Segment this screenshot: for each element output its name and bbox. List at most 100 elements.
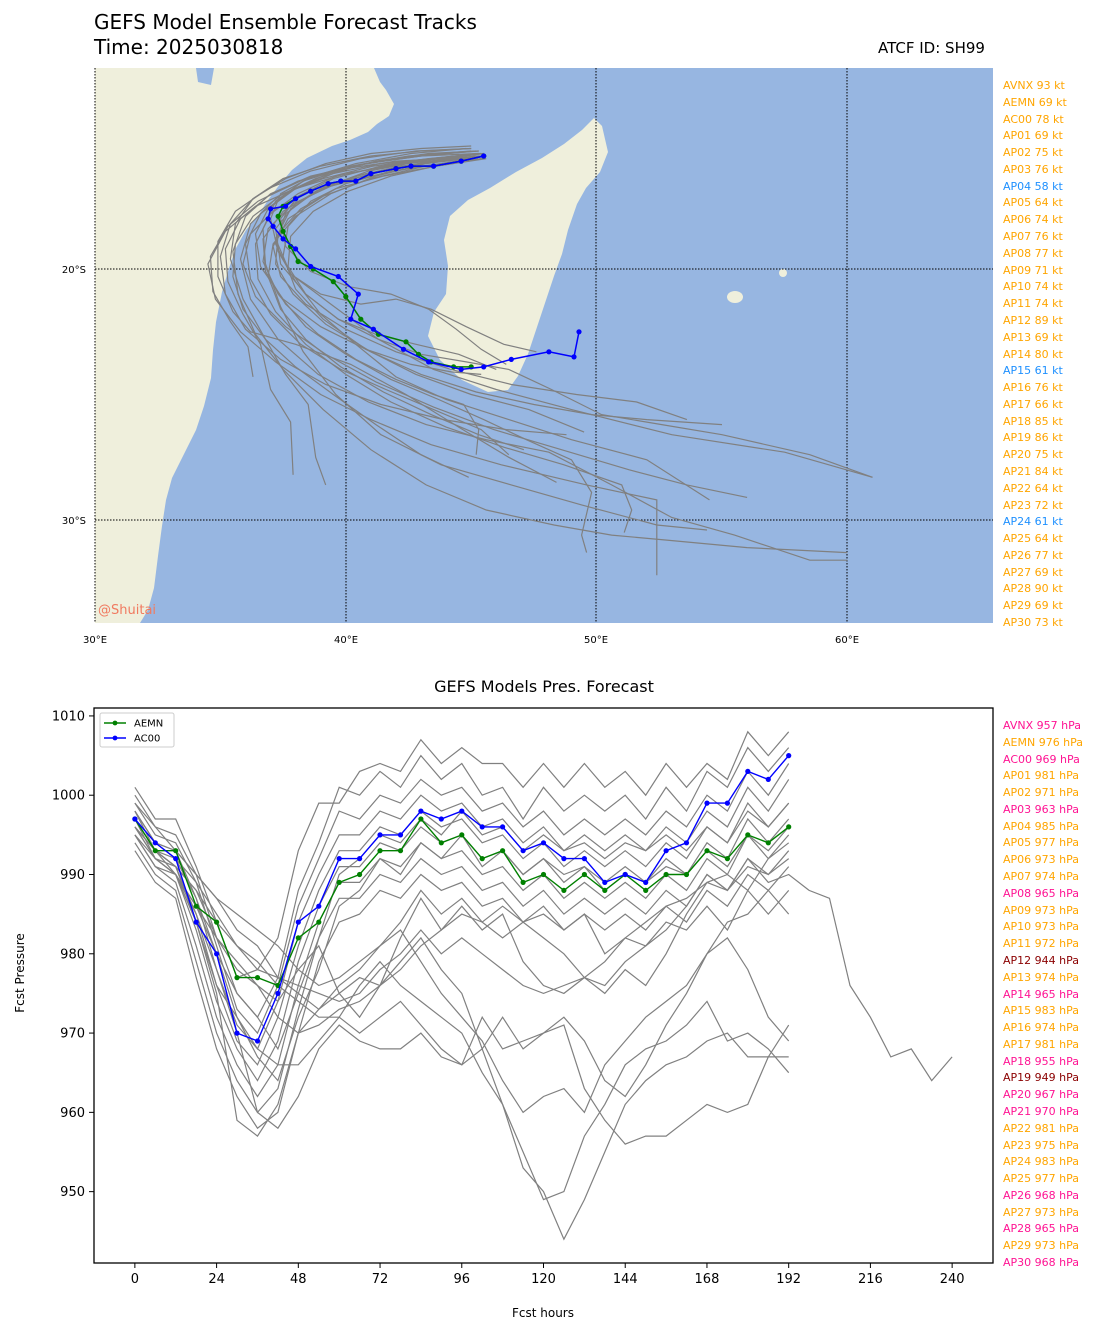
ac00-pressure-point [643, 879, 649, 885]
member-tracks [207, 145, 873, 576]
member-pressure-line [134, 802, 790, 1066]
ac00-track-point [393, 166, 399, 172]
ac00-pressure-point [275, 990, 281, 996]
aemn-pressure-point [724, 856, 731, 862]
y-tick-label: 960 [60, 1106, 85, 1121]
x-tick-label: 240 [940, 1272, 965, 1287]
wind-legend-entry: AP01 69 kt [1003, 129, 1063, 143]
aemn-pressure-point [745, 832, 751, 838]
member-track [242, 155, 748, 498]
ac00-pressure-point [683, 840, 690, 846]
member-track [254, 152, 633, 533]
aemn-pressure-point [438, 840, 444, 846]
member-track [254, 152, 482, 375]
ac00-track-point [576, 329, 582, 335]
x-axis-label: Fcst hours [512, 1306, 574, 1320]
wind-legend-entry: AP08 77 kt [1003, 246, 1063, 260]
wind-legend-entry: AEMN 69 kt [1003, 95, 1067, 109]
member-pressure-line [134, 834, 790, 1201]
ac00-pressure-point [254, 1038, 261, 1044]
ac00-track-point [270, 223, 276, 229]
pressure-legend-entry: AP12 944 hPa [1003, 953, 1079, 967]
ac00-track-point [308, 263, 314, 270]
wind-legend-entry: AP02 75 kt [1003, 146, 1063, 160]
wind-legend-entry: AP15 61 kt [1003, 364, 1063, 378]
aemn-pressure-point [152, 848, 158, 854]
ac00-pressure-point [704, 800, 710, 806]
wind-legend-entry: AP25 64 kt [1003, 532, 1063, 546]
ac00-pressure-point [418, 808, 424, 814]
wind-legend-entry: AP21 84 kt [1003, 464, 1063, 478]
x-tick-label: 144 [613, 1272, 638, 1287]
member-pressure-line [134, 834, 790, 1034]
mean-pressure-lines [132, 753, 792, 1044]
ac00-track-point [325, 181, 331, 187]
y-tick-label: 950 [60, 1185, 85, 1200]
ac00-pressure-point [132, 816, 138, 822]
ac00-track-point [408, 163, 414, 169]
pressure-legend-entry: AP01 981 hPa [1003, 769, 1079, 783]
ac00-pressure-point [214, 951, 220, 957]
wind-legend-entry: AVNX 93 kt [1003, 79, 1065, 92]
pressure-chart: 0 24 48 72 96 120 144 168 192 216 240 950 960 970 980 9… [13, 707, 994, 1320]
member-pressure-line [134, 826, 789, 1145]
aemn-pressure-point [254, 975, 261, 981]
pressure-legend-entry: AP19 949 hPa [1003, 1071, 1079, 1085]
x-tick-label: 96 [453, 1272, 470, 1287]
wind-legend-entry: AP22 64 kt [1003, 481, 1063, 495]
pressure-legend-entry: AP05 977 hPa [1003, 836, 1079, 850]
ac00-track-point [546, 349, 552, 355]
x-tick-label: 168 [695, 1272, 720, 1287]
x-tick-label: 216 [858, 1272, 883, 1287]
x-tick-label: 0 [131, 1272, 139, 1287]
ac00-track-point [308, 188, 314, 194]
lat-tick-labels: 20°S 30°S [62, 265, 86, 527]
pressure-legend-entry: AP28 965 hPa [1003, 1222, 1079, 1236]
ac00-track-point [293, 246, 299, 252]
member-track [232, 152, 482, 478]
member-track [217, 147, 557, 483]
pressure-legend-box: AEMN AC00 [99, 712, 175, 748]
member-track [287, 158, 873, 478]
wind-legend-entry: AP23 72 kt [1003, 498, 1063, 512]
legend-series-label: AC00 [134, 734, 160, 745]
aemn-pressure-point [540, 871, 547, 878]
aemn-pressure-point [397, 848, 404, 854]
member-pressure-line [134, 818, 790, 1137]
lat-label-20s: 20°S [62, 265, 86, 276]
aemn-pressure-line [134, 817, 790, 987]
map-title: GEFS Model Ensemble Forecast Tracks [94, 10, 477, 34]
aemn-pressure-point [418, 816, 424, 822]
wind-legend-entry: AP10 74 kt [1003, 280, 1063, 294]
member-track [224, 147, 467, 475]
ac00-pressure-point [173, 856, 179, 862]
ac00-track-point [426, 359, 432, 365]
ac00-pressure-point [540, 840, 547, 846]
lon-label-30e: 30°E [83, 635, 107, 646]
wind-legend-entry: AP28 90 kt [1003, 582, 1063, 596]
ac00-track-point [370, 326, 376, 332]
wind-legend-entry: AP20 75 kt [1003, 448, 1063, 462]
mean-tracks [265, 153, 582, 372]
aemn-pressure-point [561, 887, 567, 893]
ac00-pressure-point [397, 832, 404, 838]
x-tick-label: 48 [290, 1272, 307, 1287]
member-pressure-line [134, 833, 790, 1098]
member-pressure-line [134, 763, 790, 1035]
pressure-legend-entry: AP09 973 hPa [1003, 903, 1079, 917]
ac00-track-point [348, 316, 354, 322]
pressure-legend-entry: AP06 973 hPa [1003, 853, 1079, 867]
atcf-id-label: ATCF ID: SH99 [878, 39, 985, 57]
ac00-pressure-point [336, 856, 342, 862]
aemn-pressure-point [459, 832, 465, 838]
pressure-legend-entry: AP20 967 hPa [1003, 1088, 1079, 1102]
aemn-pressure-point [786, 824, 792, 830]
track-map: 30°E 40°E 50°E 60°E 20°S 30°S [62, 68, 993, 646]
pressure-intensity-legend: AVNX 957 hPa AEMN 976 hPa AC00 969 hPa AP01… [1003, 718, 1083, 1272]
y-tick-label: 970 [60, 1027, 85, 1042]
land-reunion [727, 291, 743, 303]
land-mauritius [779, 269, 787, 277]
member-pressure-line [134, 818, 790, 1019]
aemn-pressure-point [520, 879, 526, 885]
wind-legend-entry: AP05 64 kt [1003, 196, 1063, 210]
